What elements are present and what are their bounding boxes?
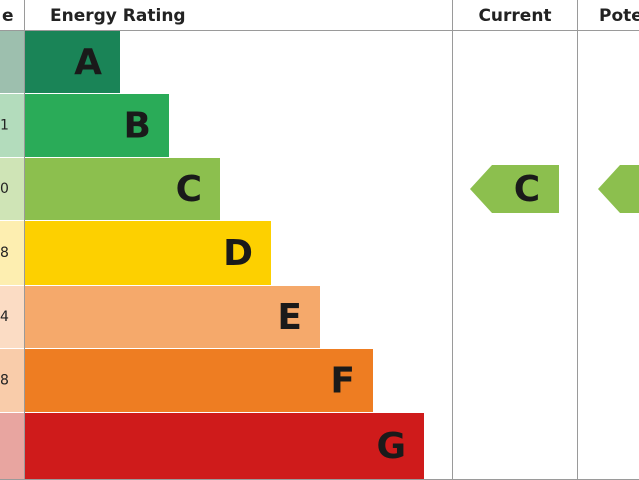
score-cell (0, 94, 24, 157)
band-letter: F (330, 361, 355, 402)
rating-bar (25, 413, 424, 479)
current-header: Current (478, 6, 551, 26)
current-arrow (470, 165, 559, 213)
rating-bar (25, 221, 271, 285)
band-letter: B (124, 106, 151, 147)
current-letter: C (514, 169, 540, 210)
rating-bar (25, 349, 373, 412)
score-cell (0, 31, 24, 93)
score-header: e (2, 6, 14, 26)
score-cell (0, 413, 24, 479)
score-cell (0, 349, 24, 412)
score-text: 8 (0, 373, 9, 389)
score-text: 0 (0, 181, 9, 197)
score-cell (0, 221, 24, 285)
potential-arrow (598, 165, 639, 213)
rating-header: Energy Rating (50, 6, 186, 26)
band-letter: C (176, 169, 202, 210)
potential-header: Pote (599, 6, 639, 26)
rating-bar (25, 31, 120, 93)
score-text: 1 (0, 118, 9, 134)
band-letter: G (376, 426, 406, 467)
band-letter: A (74, 42, 102, 83)
rating-bar (25, 94, 169, 157)
score-cell (0, 286, 24, 348)
score-text: 4 (0, 309, 9, 325)
score-cell (0, 158, 24, 220)
rating-bar (25, 286, 320, 348)
rating-bar (25, 158, 220, 220)
band-letter: E (277, 297, 302, 338)
band-letter: D (223, 233, 253, 274)
score-text: 8 (0, 245, 9, 261)
